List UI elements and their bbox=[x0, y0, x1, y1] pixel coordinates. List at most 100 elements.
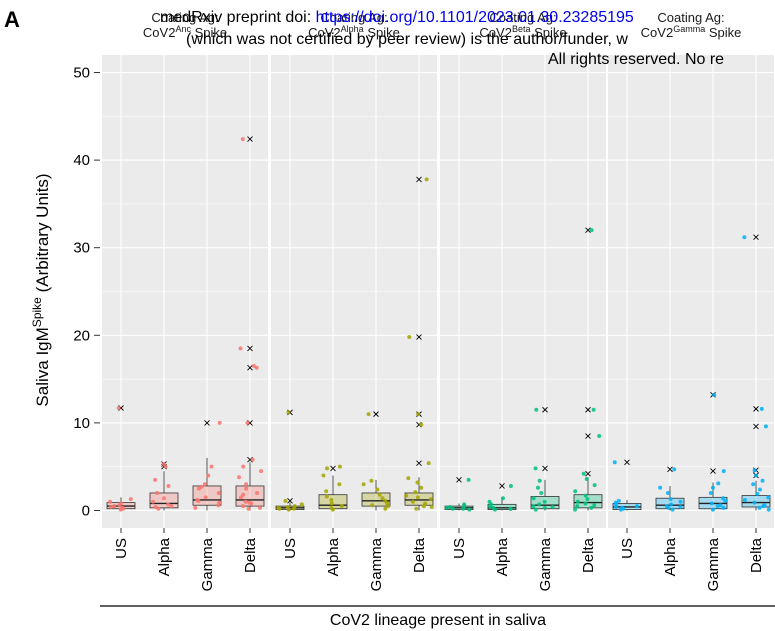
data-point bbox=[404, 493, 409, 498]
data-point bbox=[112, 504, 117, 509]
data-point bbox=[670, 507, 675, 512]
panel-title-line2: CoV2Gamma Spike bbox=[641, 24, 742, 40]
data-point bbox=[419, 422, 424, 427]
data-point bbox=[121, 506, 126, 511]
box-delta bbox=[404, 176, 434, 511]
data-point bbox=[285, 504, 290, 509]
data-point bbox=[537, 502, 542, 507]
data-point bbox=[708, 490, 713, 495]
data-point bbox=[752, 500, 757, 505]
y-tick-label: 20 bbox=[73, 327, 90, 344]
data-point bbox=[742, 497, 747, 502]
data-point bbox=[462, 502, 467, 507]
outlier-marker bbox=[456, 477, 462, 483]
data-point bbox=[369, 478, 374, 483]
data-point bbox=[575, 504, 580, 509]
panel-title-post: Spike bbox=[705, 25, 741, 40]
data-point bbox=[597, 434, 602, 439]
data-point bbox=[550, 504, 555, 509]
data-point bbox=[589, 228, 594, 233]
data-point bbox=[241, 464, 246, 469]
box-alpha bbox=[487, 483, 517, 512]
box-gamma bbox=[361, 411, 391, 511]
x-tick-label: US bbox=[619, 538, 636, 559]
panel-title-line1: Coating Ag: bbox=[151, 10, 218, 25]
data-point bbox=[718, 503, 723, 508]
data-point bbox=[766, 507, 771, 512]
data-point bbox=[329, 505, 334, 510]
data-point bbox=[244, 486, 249, 491]
data-point bbox=[757, 487, 762, 492]
data-point bbox=[246, 506, 251, 511]
data-point bbox=[585, 497, 590, 502]
data-point bbox=[244, 482, 249, 487]
outlier-marker bbox=[667, 466, 673, 473]
data-point bbox=[416, 412, 421, 417]
outlier-marker bbox=[585, 406, 591, 413]
data-point bbox=[291, 506, 296, 511]
watermark-line2: (which was not certified by peer review)… bbox=[186, 31, 628, 48]
data-point bbox=[245, 420, 250, 425]
box-iqr bbox=[741, 495, 771, 508]
data-point bbox=[710, 485, 715, 490]
x-tick-label: US bbox=[113, 538, 130, 559]
data-point bbox=[450, 506, 455, 511]
x-tick-label: Delta bbox=[242, 537, 259, 573]
data-point bbox=[751, 482, 756, 487]
data-point bbox=[592, 503, 597, 508]
panel-title-pre: CoV2 bbox=[143, 25, 176, 40]
data-point bbox=[257, 505, 262, 510]
outlier-marker bbox=[753, 423, 759, 430]
data-point bbox=[243, 499, 248, 504]
outlier-marker bbox=[710, 468, 716, 474]
data-point bbox=[339, 504, 344, 509]
x-tick-label: Alpha bbox=[325, 537, 342, 576]
data-point bbox=[217, 500, 222, 505]
data-point bbox=[116, 405, 121, 410]
data-point bbox=[678, 504, 683, 509]
data-point bbox=[487, 499, 492, 504]
data-point bbox=[757, 505, 762, 510]
y-axis: 0 10 20 30 40 50 bbox=[73, 65, 100, 519]
y-tick-label: 30 bbox=[73, 240, 90, 257]
data-point bbox=[283, 498, 288, 503]
data-point bbox=[251, 363, 256, 368]
watermark-doi-link[interactable]: https://doi.org/10.1101/2023.01.30.23285… bbox=[316, 9, 634, 26]
data-point bbox=[508, 483, 513, 488]
box-us bbox=[612, 459, 642, 512]
outlier-marker bbox=[330, 465, 336, 472]
panel-title-line1: Coating Ag: bbox=[320, 10, 387, 25]
data-point bbox=[199, 484, 204, 489]
data-point bbox=[500, 496, 505, 501]
box-alpha bbox=[655, 466, 685, 512]
data-point bbox=[584, 476, 589, 481]
outlier-marker bbox=[542, 406, 548, 413]
box-delta bbox=[573, 227, 603, 512]
data-point bbox=[539, 490, 544, 495]
panel-title-pre: CoV2 bbox=[308, 25, 341, 40]
y-tick-label: 0 bbox=[82, 502, 90, 519]
data-point bbox=[658, 485, 663, 490]
outlier-marker bbox=[499, 483, 505, 489]
data-point bbox=[760, 478, 765, 483]
data-point bbox=[668, 497, 673, 502]
data-point bbox=[119, 501, 124, 506]
data-point bbox=[531, 504, 536, 509]
data-point bbox=[669, 502, 674, 507]
data-point bbox=[203, 495, 208, 500]
data-point bbox=[583, 493, 588, 498]
data-point bbox=[755, 491, 760, 496]
data-point bbox=[721, 469, 726, 474]
data-point bbox=[428, 497, 433, 502]
data-point bbox=[429, 504, 434, 509]
data-point bbox=[377, 492, 382, 497]
data-point bbox=[766, 495, 771, 500]
x-tick-label: Delta bbox=[580, 537, 597, 573]
x-axis-label: CoV2 lineage present in saliva bbox=[330, 612, 546, 629]
data-point bbox=[370, 503, 375, 508]
data-point bbox=[424, 177, 429, 182]
data-point bbox=[217, 420, 222, 425]
panel-title-line1: Coating Ag: bbox=[657, 10, 724, 25]
